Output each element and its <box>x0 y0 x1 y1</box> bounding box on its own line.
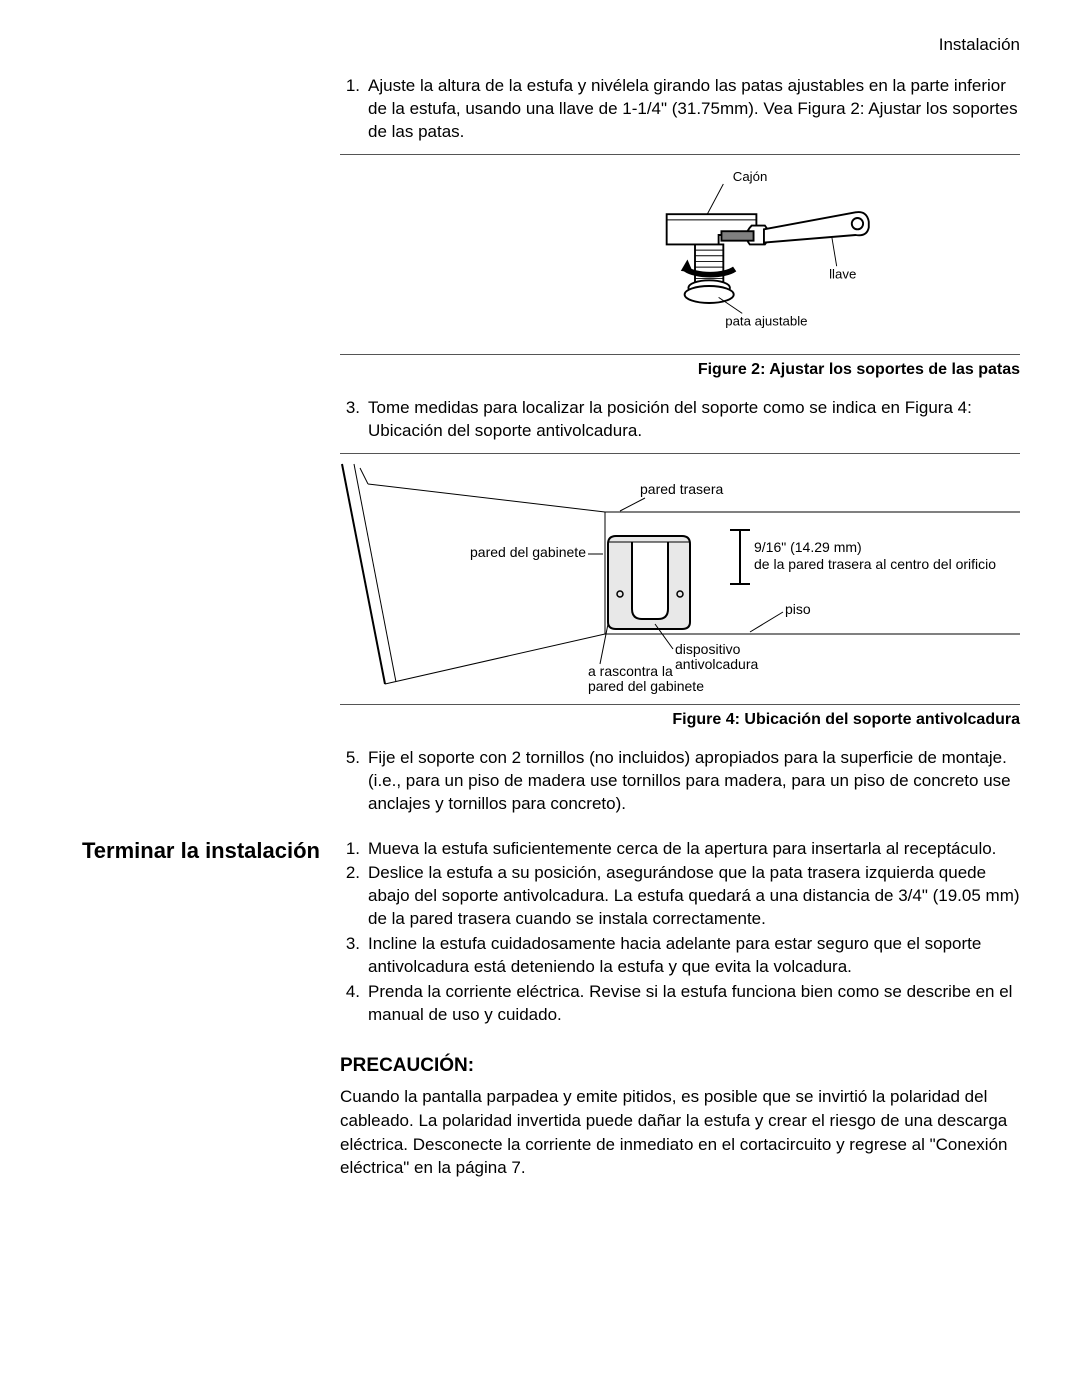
terminar-1-num: 1. <box>340 838 368 861</box>
figure-4-caption: Figure 4: Ubicación del soporte antivolc… <box>340 711 1020 729</box>
step-5-text: Fije el soporte con 2 tornillos (no incl… <box>368 747 1020 816</box>
step-5-num: 5. <box>340 747 368 816</box>
terminar-item-3: 3. Incline la estufa cuidadosamente haci… <box>340 933 1020 979</box>
label-dispositivo-2: antivolcadura <box>675 656 758 672</box>
label-medida-1: 9/16" (14.29 mm) <box>754 539 862 555</box>
terminar-2-num: 2. <box>340 862 368 931</box>
terminar-4-num: 4. <box>340 981 368 1027</box>
step-1-num: 1. <box>340 75 368 144</box>
label-dispositivo-1: dispositivo <box>675 641 741 657</box>
label-pata: pata ajustable <box>725 313 807 328</box>
label-pared-trasera: pared trasera <box>640 481 723 497</box>
terminar-1-text: Mueva la estufa suficientemente cerca de… <box>368 838 1020 861</box>
step-1: 1. Ajuste la altura de la estufa y nivél… <box>340 75 1020 144</box>
step-1-text: Ajuste la altura de la estufa y nivélela… <box>368 75 1020 144</box>
figure-2-svg: Cajón <box>660 167 900 337</box>
label-llave: llave <box>829 266 856 281</box>
label-arascontra-2: pared del gabinete <box>588 678 704 694</box>
section-title-terminar: Terminar la instalación <box>60 838 340 864</box>
label-arascontra-1: a rascontra la <box>588 663 673 679</box>
precaucion-text: Cuando la pantalla parpadea y emite piti… <box>340 1085 1020 1180</box>
label-medida-2: de la pared trasera al centro del orific… <box>754 556 996 572</box>
step-3-text: Tome medidas para localizar la posición … <box>368 397 1020 443</box>
terminar-4-text: Prenda la corriente eléctrica. Revise si… <box>368 981 1020 1027</box>
label-cajon: Cajón <box>733 169 768 184</box>
label-piso: piso <box>785 601 811 617</box>
precaucion-heading: PRECAUCIÓN: <box>340 1055 1020 1077</box>
terminar-item-2: 2. Deslice la estufa a su posición, aseg… <box>340 862 1020 931</box>
step-3: 3. Tome medidas para localizar la posici… <box>340 397 1020 443</box>
figure-2-caption: Figure 2: Ajustar los soportes de las pa… <box>340 361 1020 379</box>
figure-2: Cajón <box>340 154 1020 355</box>
figure-4: pared trasera pared del gabinete 9/16" (… <box>340 453 1020 705</box>
label-pared-gabinete: pared del gabinete <box>470 544 586 560</box>
step-5: 5. Fije el soporte con 2 tornillos (no i… <box>340 747 1020 816</box>
terminar-item-1: 1. Mueva la estufa suficientemente cerca… <box>340 838 1020 861</box>
figure-4-svg: pared trasera pared del gabinete 9/16" (… <box>340 454 1020 704</box>
terminar-item-4: 4. Prenda la corriente eléctrica. Revise… <box>340 981 1020 1027</box>
page-header: Instalación <box>60 35 1020 55</box>
terminar-3-text: Incline la estufa cuidadosamente hacia a… <box>368 933 1020 979</box>
terminar-2-text: Deslice la estufa a su posición, asegurá… <box>368 862 1020 931</box>
terminar-3-num: 3. <box>340 933 368 979</box>
step-3-num: 3. <box>340 397 368 443</box>
